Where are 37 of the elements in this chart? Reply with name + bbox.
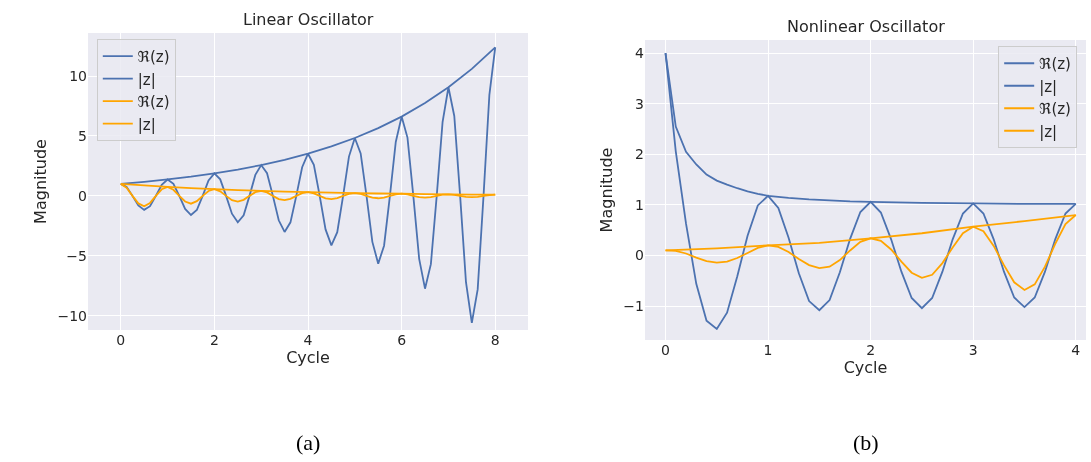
chart-title: Nonlinear Oscillator [787,17,946,36]
x-tick-label: 6 [397,332,407,348]
x-axis-title: Cycle [843,358,888,377]
x-tick-label: 4 [303,332,313,348]
legend-label: ℜ(z) [137,93,170,112]
x-tick-label: 0 [116,332,126,348]
y-tick-label: −10 [57,307,87,324]
chart-title: Linear Oscillator [243,10,374,29]
y-tick-label: 1 [635,196,644,213]
y-axis-title: Magnitude [597,147,617,233]
legend-label: ℜ(z) [1039,55,1071,74]
legend-label: ℜ(z) [137,48,170,67]
legend-label: ℜ(z) [1039,100,1071,119]
x-tick-label: 0 [661,342,670,358]
y-tick-label: 5 [78,127,87,144]
y-tick-label: 0 [78,187,87,204]
x-tick-label: 3 [968,342,978,358]
x-tick-label: 2 [866,342,876,358]
y-axis-title: Magnitude [31,139,51,224]
x-axis-title: Cycle [286,348,330,367]
x-tick-label: 4 [1071,342,1081,358]
y-tick-label: −5 [66,247,87,264]
legend-label: |z| [1039,77,1058,96]
x-tick-label: 2 [209,332,219,348]
y-tick-label: 2 [635,146,644,163]
y-tick-label: 10 [69,68,87,85]
y-tick-label: 0 [635,247,644,264]
text: (b) [853,430,879,455]
text: (a) [296,430,321,455]
legend-label: |z| [137,70,156,89]
y-tick-label: 4 [635,45,645,62]
legend-label: |z| [1039,122,1058,141]
y-tick-label: −1 [623,298,644,314]
y-tick-label: 3 [635,95,644,112]
x-tick-label: 8 [490,332,500,348]
legend-label: |z| [137,115,156,134]
x-tick-label: 1 [763,342,773,358]
